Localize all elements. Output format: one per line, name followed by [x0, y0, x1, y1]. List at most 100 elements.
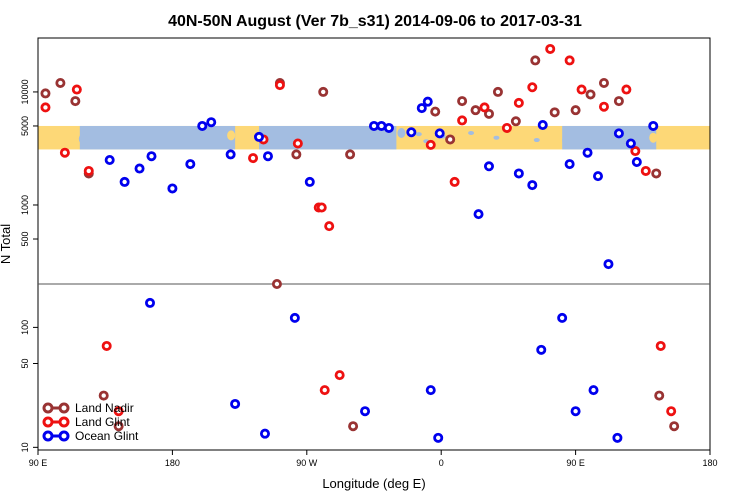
- point-land-glint-upper-22: [621, 84, 632, 95]
- point-ocean-glint-upper-31: [648, 120, 659, 131]
- band-coast-2: [397, 128, 406, 139]
- point-land-nadir-upper-0: [40, 88, 51, 99]
- y-upper-tick-label-3: 10000: [20, 79, 30, 104]
- point-land-nadir-upper-15: [530, 55, 541, 66]
- point-ocean-glint-upper-3: [146, 151, 157, 162]
- legend: Land Nadir Land Glint Ocean Glint: [42, 401, 139, 443]
- point-land-glint-upper-21: [598, 101, 609, 112]
- point-land-nadir-upper-19: [598, 77, 609, 88]
- point-ocean-glint-upper-28: [613, 128, 624, 139]
- point-ocean-glint-upper-10: [262, 151, 273, 162]
- point-land-glint-upper-23: [630, 146, 641, 157]
- point-land-glint-upper-3: [83, 165, 94, 176]
- plot-area-frame: [37, 37, 711, 451]
- band-coast-1: [227, 130, 236, 141]
- band-water-0: [415, 132, 422, 137]
- point-land-glint-upper-9: [316, 202, 327, 213]
- x-tick-label-5: 180: [702, 458, 717, 468]
- point-land-glint-upper-10: [324, 221, 335, 232]
- point-land-glint-upper-4: [248, 153, 259, 164]
- point-land-glint-upper-18: [545, 43, 556, 54]
- legend-marker-land-glint: [42, 416, 54, 428]
- band-water-3: [468, 131, 475, 136]
- point-land-glint-upper-16: [513, 97, 524, 108]
- point-ocean-glint-upper-23: [537, 119, 548, 130]
- band-coast-4: [562, 135, 571, 146]
- point-ocean-glint-upper-1: [119, 176, 130, 187]
- x-axis-title: Longitude (deg E): [322, 476, 425, 491]
- x-axis: 90 E 180 90 W 0 90 E 180: [29, 450, 718, 468]
- y-upper-tick-label-2: 5000: [20, 116, 30, 136]
- point-land-nadir-upper-20: [613, 96, 624, 107]
- point-land-nadir-upper-8: [430, 106, 441, 117]
- point-land-glint-lower-3: [334, 370, 345, 381]
- point-ocean-glint-lower-3: [289, 312, 300, 323]
- point-land-glint-lower-1: [113, 406, 124, 417]
- point-land-nadir-lower-4: [654, 390, 665, 401]
- point-land-glint-lower-4: [655, 340, 666, 351]
- point-ocean-glint-upper-4: [167, 183, 178, 194]
- point-ocean-glint-upper-24: [564, 159, 575, 170]
- band-coast-5: [649, 132, 658, 143]
- point-ocean-glint-lower-2: [259, 428, 270, 439]
- point-ocean-glint-upper-26: [593, 171, 604, 182]
- point-ocean-glint-upper-20: [483, 161, 494, 172]
- point-land-nadir-upper-6: [318, 86, 329, 97]
- point-ocean-glint-upper-8: [225, 149, 236, 160]
- point-ocean-glint-lower-9: [570, 406, 581, 417]
- point-land-nadir-upper-16: [549, 107, 560, 118]
- point-ocean-glint-upper-17: [422, 96, 433, 107]
- point-ocean-glint-upper-11: [304, 176, 315, 187]
- x-tick-label-4: 90 E: [566, 458, 585, 468]
- point-ocean-glint-lower-8: [557, 312, 568, 323]
- y-axis: 500 1000 5000 10000 10 50 100: [20, 79, 38, 452]
- point-land-nadir-lower-0: [98, 390, 109, 401]
- point-land-glint-upper-0: [40, 102, 51, 113]
- y-lower-tick-label-2: 100: [20, 320, 30, 335]
- legend-label-land-glint: Land Glint: [75, 415, 130, 429]
- point-ocean-glint-lower-10: [588, 385, 599, 396]
- x-tick-label-1: 180: [165, 458, 180, 468]
- point-ocean-glint-upper-18: [434, 128, 445, 139]
- y-axis-title: N Total: [0, 224, 13, 264]
- point-land-glint-upper-19: [564, 55, 575, 66]
- point-ocean-glint-upper-29: [625, 138, 636, 149]
- point-land-glint-upper-2: [71, 84, 82, 95]
- point-ocean-glint-upper-0: [104, 154, 115, 165]
- legend-marker-ocean-glint-2: [58, 430, 70, 442]
- legend-label-land-nadir: Land Nadir: [75, 401, 134, 415]
- y-lower-tick-label-0: 10: [20, 442, 30, 452]
- point-land-glint-upper-1: [59, 147, 70, 158]
- point-land-nadir-upper-21: [651, 168, 662, 179]
- band-ocean-2: [562, 125, 657, 150]
- point-land-nadir-lower-1: [113, 421, 124, 432]
- x-tick-label-2: 90 W: [296, 458, 318, 468]
- point-ocean-glint-upper-7: [206, 117, 217, 128]
- point-ocean-glint-lower-7: [536, 344, 547, 355]
- point-land-nadir-upper-7: [345, 149, 356, 160]
- point-land-glint-upper-11: [425, 139, 436, 150]
- point-ocean-glint-lower-4: [360, 406, 371, 417]
- point-land-glint-lower-0: [101, 340, 112, 351]
- band-ocean-0: [79, 125, 236, 150]
- point-ocean-glint-upper-14: [383, 122, 394, 133]
- point-land-nadir-lower-2: [271, 278, 282, 289]
- legend-marker-land-glint-2: [58, 416, 70, 428]
- legend-label-ocean-glint: Ocean Glint: [75, 429, 139, 443]
- point-land-glint-lower-2: [319, 385, 330, 396]
- point-ocean-glint-upper-22: [527, 180, 538, 191]
- y-upper-tick-label-0: 500: [20, 231, 30, 246]
- x-tick-label-0: 90 E: [29, 458, 48, 468]
- chart-title: 40N-50N August (Ver 7b_s31) 2014-09-06 t…: [168, 13, 582, 30]
- point-ocean-glint-lower-5: [425, 385, 436, 396]
- point-land-nadir-upper-2: [70, 96, 81, 107]
- point-ocean-glint-upper-16: [416, 103, 427, 114]
- point-land-glint-upper-17: [527, 82, 538, 93]
- point-ocean-glint-lower-6: [433, 432, 444, 443]
- band-water-4: [493, 135, 500, 140]
- band-coast-0: [78, 133, 87, 144]
- point-land-glint-upper-15: [501, 122, 512, 133]
- point-land-nadir-upper-10: [457, 96, 468, 107]
- point-ocean-glint-upper-27: [603, 259, 614, 270]
